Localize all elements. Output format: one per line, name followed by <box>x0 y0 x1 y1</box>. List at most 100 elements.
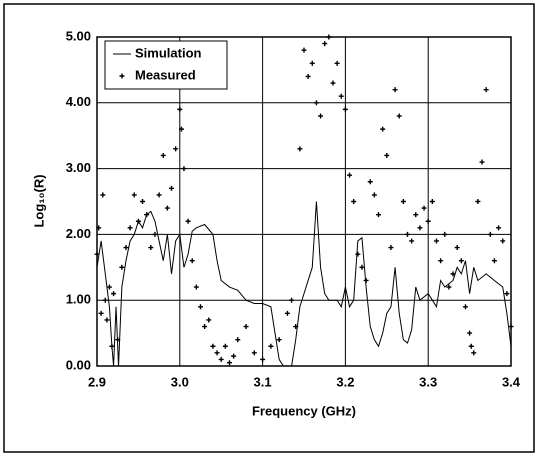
measured-point <box>405 231 410 237</box>
measured-point <box>508 324 514 330</box>
measured-point <box>347 172 353 178</box>
measured-point <box>193 284 199 290</box>
measured-point <box>301 47 307 53</box>
measured-point <box>355 251 361 257</box>
measured-point <box>309 60 315 66</box>
measured-point <box>206 317 212 323</box>
legend-box <box>104 40 228 90</box>
measured-point <box>106 284 112 290</box>
measured-point <box>363 277 369 283</box>
measured-point <box>467 330 473 336</box>
measured-point <box>392 87 398 93</box>
plot-area <box>96 36 512 367</box>
measured-point <box>313 100 319 106</box>
x-axis-label: Frequency (GHz) <box>252 403 356 418</box>
measured-point <box>181 166 187 172</box>
measured-point <box>496 225 502 231</box>
measured-point <box>109 343 115 349</box>
measured-point <box>104 317 110 323</box>
measured-point <box>342 106 348 112</box>
y-tick-label: 2.00 <box>66 226 91 241</box>
measured-point <box>251 350 257 356</box>
x-tick-label: 3.3 <box>419 374 437 389</box>
measured-point <box>260 356 266 362</box>
measured-point <box>433 238 439 244</box>
measured-point <box>417 225 423 231</box>
measured-point <box>438 258 444 264</box>
measured-point <box>226 360 232 366</box>
measured-point <box>102 297 108 303</box>
measured-point <box>462 304 468 310</box>
y-tick-label: 3.00 <box>66 160 91 175</box>
measured-point <box>338 93 344 99</box>
measured-point <box>359 264 365 270</box>
measured-point <box>185 218 191 224</box>
measured-point <box>100 192 106 198</box>
measured-point <box>376 212 382 218</box>
measured-point <box>500 238 506 244</box>
measured-point <box>96 225 102 231</box>
measured-point <box>231 353 237 359</box>
measured-point <box>189 258 195 264</box>
measured-point <box>276 337 282 343</box>
measured-point <box>94 251 100 257</box>
measured-point <box>152 231 158 237</box>
measured-point <box>140 199 146 204</box>
measured-point <box>409 238 415 244</box>
y-tick-label: 5.00 <box>66 28 91 43</box>
measured-point <box>396 113 402 119</box>
measured-point <box>160 152 166 158</box>
measured-point <box>504 291 510 297</box>
measured-point <box>322 41 328 47</box>
measured-point <box>111 291 117 297</box>
measured-point <box>289 297 295 303</box>
measured-point <box>293 324 299 330</box>
measured-point <box>471 350 477 356</box>
measured-point <box>169 185 175 191</box>
measured-point <box>371 192 377 198</box>
measured-point <box>177 106 183 112</box>
measured-point <box>479 159 485 165</box>
measured-point <box>367 179 373 185</box>
measured-point <box>305 73 311 79</box>
measured-point <box>218 356 224 362</box>
measured-point <box>491 258 497 264</box>
measured-point <box>384 152 390 158</box>
measured-point <box>380 126 386 132</box>
measured-point <box>421 205 427 211</box>
x-tick-label: 2.9 <box>88 374 106 389</box>
measured-point <box>243 324 249 330</box>
measured-point <box>131 192 137 198</box>
measured-point <box>144 212 150 218</box>
measured-point <box>119 264 125 270</box>
measured-point <box>178 126 184 132</box>
measured-point <box>330 80 336 86</box>
measured-point <box>446 284 452 290</box>
measured-point <box>483 87 489 93</box>
measured-point <box>429 199 435 204</box>
measured-point <box>334 60 340 66</box>
measured-point <box>164 205 170 211</box>
y-tick-label: 4.00 <box>66 94 91 109</box>
x-tick-label: 3.1 <box>254 374 272 389</box>
measured-point <box>487 231 493 237</box>
measured-point <box>135 218 141 224</box>
measured-point <box>214 350 220 356</box>
y-axis-label: Log₁₀(R) <box>31 174 46 227</box>
measured-point <box>413 212 419 218</box>
simulation-line <box>96 201 512 367</box>
measured-point <box>442 231 448 237</box>
measured-point <box>148 245 154 251</box>
legend-label: Measured <box>135 67 196 82</box>
measured-point <box>123 245 129 251</box>
measured-point <box>458 258 464 264</box>
measured-point <box>318 113 324 119</box>
measured-point <box>351 199 357 204</box>
measured-point <box>202 324 208 330</box>
x-tick-label: 3.4 <box>502 374 521 389</box>
measured-point <box>98 310 104 316</box>
measured-point <box>127 225 133 231</box>
measured-point <box>222 343 228 349</box>
y-tick-label: 0.00 <box>66 357 91 372</box>
